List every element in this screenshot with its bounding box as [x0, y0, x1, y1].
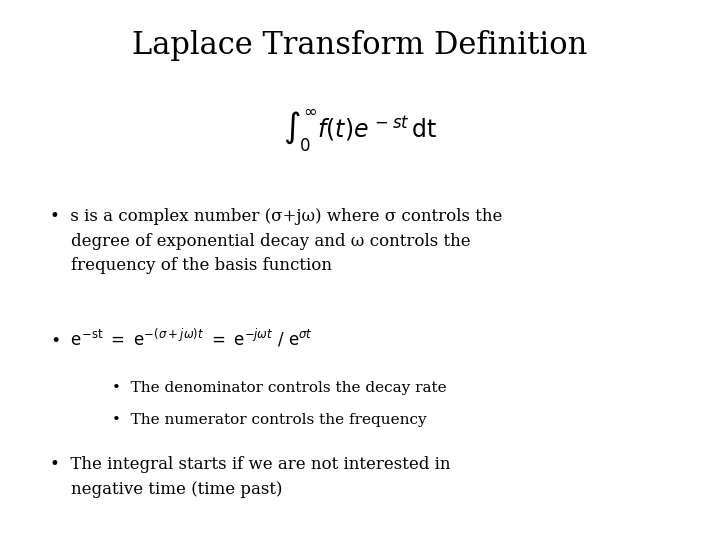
Text: •  s is a complex number (σ+jω) where σ controls the
    degree of exponential d: • s is a complex number (σ+jω) where σ c… [50, 208, 503, 274]
Text: •  The numerator controls the frequency: • The numerator controls the frequency [112, 413, 426, 427]
Text: •  The denominator controls the decay rate: • The denominator controls the decay rat… [112, 381, 446, 395]
Text: $\bullet$  $\mathrm{e}^{\mathrm{-st}}\ =\ \mathrm{e}^{-(\sigma+j\omega)t}\ =\ \m: $\bullet$ $\mathrm{e}^{\mathrm{-st}}\ =\… [50, 327, 313, 349]
Text: $\int_0^{\infty} f(t)e^{\,-st}\,\mathrm{dt}$: $\int_0^{\infty} f(t)e^{\,-st}\,\mathrm{… [283, 108, 437, 154]
Text: Laplace Transform Definition: Laplace Transform Definition [132, 30, 588, 60]
Text: •  The integral starts if we are not interested in
    negative time (time past): • The integral starts if we are not inte… [50, 456, 451, 498]
